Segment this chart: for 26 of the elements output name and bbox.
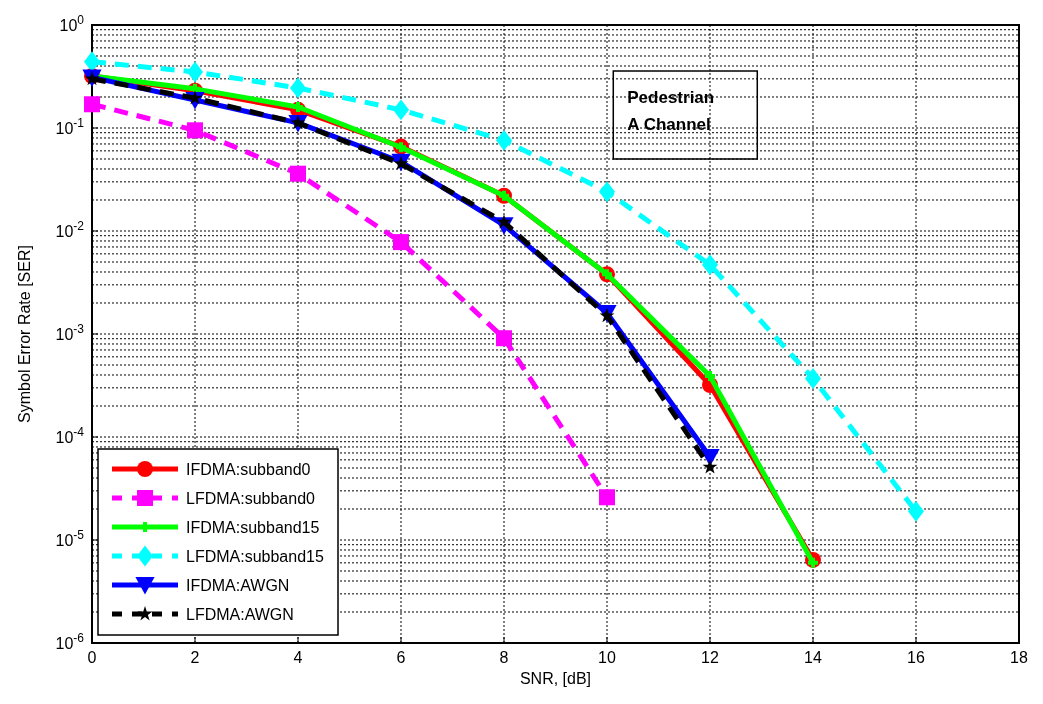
y-tick-label: 10$^{0}$ xyxy=(59,13,85,34)
x-tick-label: 0 xyxy=(87,649,97,666)
x-tick-label: 18 xyxy=(1010,649,1028,666)
y-axis-title: Symbol Error Rate [SER] xyxy=(16,245,33,423)
x-tick-label: 4 xyxy=(293,649,303,666)
x-tick-label: 8 xyxy=(499,649,509,666)
legend-label: LFDMA:subband0 xyxy=(186,490,316,507)
x-tick-label: 16 xyxy=(907,649,925,666)
y-tick-label: 10$^{-5}$ xyxy=(55,528,85,549)
x-tick-label: 6 xyxy=(396,649,406,666)
legend-label: IFDMA:subband15 xyxy=(186,519,320,536)
x-tick-label: 12 xyxy=(701,649,719,666)
y-tick-label: 10$^{-6}$ xyxy=(55,631,85,652)
legend-label: IFDMA:subband0 xyxy=(186,461,311,478)
y-tick-label: 10$^{-2}$ xyxy=(55,219,85,240)
y-tick-label: 10$^{-3}$ xyxy=(55,322,85,343)
legend-label: IFDMA:AWGN xyxy=(186,577,290,594)
legend-label: LFDMA:subband15 xyxy=(186,548,324,565)
y-tick-label: 10$^{-4}$ xyxy=(55,425,85,446)
x-tick-label: 14 xyxy=(804,649,822,666)
annotation: Pedestrian A Channel xyxy=(627,88,715,134)
x-tick-label: 10 xyxy=(598,649,616,666)
x-axis-title: SNR, [dB] xyxy=(519,670,592,687)
legend-label: LFDMA:AWGN xyxy=(186,606,294,623)
x-tick-label: 2 xyxy=(190,649,200,666)
y-tick-label: 10$^{-1}$ xyxy=(55,116,85,137)
